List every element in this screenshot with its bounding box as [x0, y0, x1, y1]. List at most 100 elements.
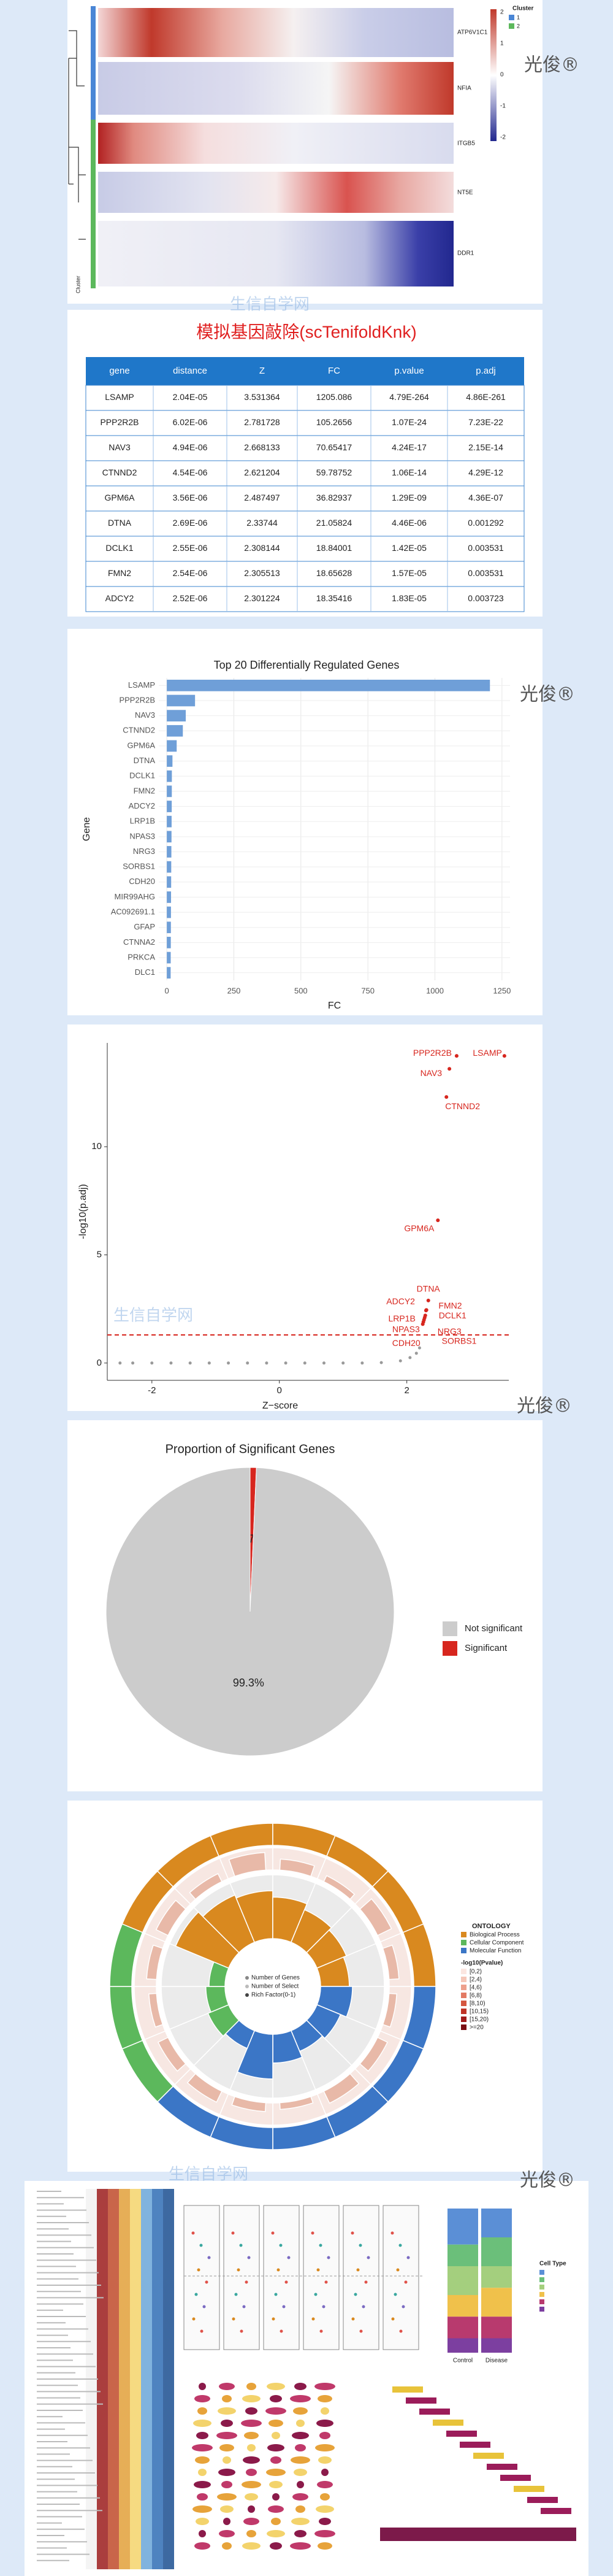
- violin: [223, 2456, 231, 2464]
- legend-swatch: [539, 2307, 544, 2312]
- table-cell: 4.29E-12: [468, 467, 503, 477]
- violin: [314, 2383, 335, 2390]
- logo-watermark: 生信自学网: [230, 296, 310, 314]
- table-cell: 0.001292: [468, 518, 504, 528]
- point: [207, 1361, 211, 1365]
- x-tick-label: 250: [227, 986, 241, 995]
- violin: [291, 2456, 310, 2464]
- facet-panel: [223, 2205, 260, 2350]
- dot: [247, 2256, 251, 2259]
- violin: [246, 2383, 256, 2390]
- logo-watermark: 生信自学网: [113, 1307, 193, 1325]
- range-bar: [527, 2497, 558, 2503]
- go-count-bar: [279, 2096, 314, 2110]
- dot: [399, 2329, 403, 2333]
- violin: [197, 2493, 208, 2501]
- violin: [196, 2432, 208, 2439]
- violin: [272, 2493, 280, 2501]
- panel: [67, 1025, 543, 1411]
- violin: [243, 2456, 260, 2464]
- violin: [247, 2444, 256, 2451]
- violin: [317, 2481, 333, 2488]
- dot: [364, 2280, 368, 2284]
- legend-title: Cell Type: [539, 2261, 566, 2267]
- point-label: SORBS1: [442, 1336, 477, 1346]
- violin: [218, 2407, 236, 2415]
- point: [303, 1361, 306, 1365]
- point-label: CTNND2: [445, 1101, 480, 1111]
- go-count-bar: [359, 2037, 389, 2072]
- y-tick-label: LSAMP: [128, 680, 155, 690]
- legend-label: [4,6): [470, 1985, 482, 1991]
- gene-label: NFIA: [457, 85, 471, 92]
- go-count-bar: [189, 1873, 223, 1900]
- go-count-bar: [359, 1898, 392, 1936]
- bar: [167, 891, 172, 903]
- slice-label: 99.3%: [233, 1677, 264, 1689]
- point: [502, 1054, 506, 1058]
- go-count-bar: [382, 1944, 400, 1980]
- y-tick-label: AC092691.1: [111, 907, 155, 917]
- point-label: GPM6A: [404, 1223, 435, 1233]
- y-tick-label: 5: [97, 1249, 102, 1259]
- point: [227, 1361, 230, 1365]
- go-count-bar: [323, 1875, 356, 1900]
- heat-column: [141, 2189, 152, 2569]
- dendrogram: [68, 30, 86, 240]
- legend-swatch: [461, 1940, 466, 1945]
- x-tick-label: 1250: [493, 986, 511, 995]
- table-cell: 6.02E-06: [173, 417, 208, 427]
- legend-label: Number of Genes: [251, 1975, 300, 1982]
- violin: [265, 2407, 286, 2415]
- violin: [193, 2420, 211, 2427]
- table-cell: 36.82937: [316, 493, 352, 502]
- legend-swatch: [509, 23, 514, 29]
- scale-label: 2: [500, 9, 504, 16]
- facet-panel: [343, 2205, 379, 2350]
- range-bar: [487, 2464, 517, 2470]
- violin: [219, 2383, 235, 2390]
- violin: [217, 2493, 237, 2501]
- violin: [194, 2481, 211, 2488]
- violin: [222, 2395, 232, 2402]
- dot: [231, 2231, 235, 2235]
- violin: [290, 2542, 311, 2550]
- table-cell: ADCY2: [105, 593, 134, 603]
- table-cell: 2.308144: [244, 543, 280, 553]
- point: [444, 1095, 449, 1099]
- stack-segment: [447, 2244, 478, 2266]
- table-cell: 3.56E-06: [173, 493, 208, 502]
- legend-dot: [245, 1993, 249, 1997]
- violin: [194, 2542, 210, 2550]
- violin: [316, 2420, 333, 2427]
- range-bar: [433, 2420, 463, 2426]
- stack-segment: [481, 2338, 512, 2353]
- dot: [390, 2231, 394, 2235]
- dot: [362, 2305, 365, 2309]
- legend-label: Rich Factor(0-1): [251, 1992, 295, 1999]
- dot: [351, 2231, 354, 2235]
- legend-label: [2,4): [470, 1977, 482, 1983]
- point: [417, 1346, 421, 1350]
- stack-segment: [481, 2266, 512, 2288]
- violin: [267, 2383, 285, 2390]
- violin: [199, 2383, 206, 2390]
- dot: [396, 2268, 400, 2272]
- table-cell: LSAMP: [105, 392, 134, 402]
- y-tick-label: PRKCA: [128, 952, 155, 961]
- group-label: Disease: [485, 2358, 508, 2364]
- dot: [327, 2256, 330, 2259]
- violin: [270, 2395, 282, 2402]
- violin: [196, 2518, 209, 2525]
- table-cell: 105.2656: [316, 417, 352, 427]
- go-count-bar: [186, 2073, 223, 2103]
- bar: [167, 906, 171, 918]
- legend-dot: [245, 1985, 249, 1988]
- dot: [192, 2317, 196, 2321]
- table-cell: DTNA: [108, 518, 132, 528]
- range-bar: [500, 2475, 531, 2481]
- table-cell: GPM6A: [104, 493, 135, 502]
- violin: [220, 2505, 234, 2513]
- go-center: [227, 1941, 318, 2032]
- bar: [167, 710, 186, 721]
